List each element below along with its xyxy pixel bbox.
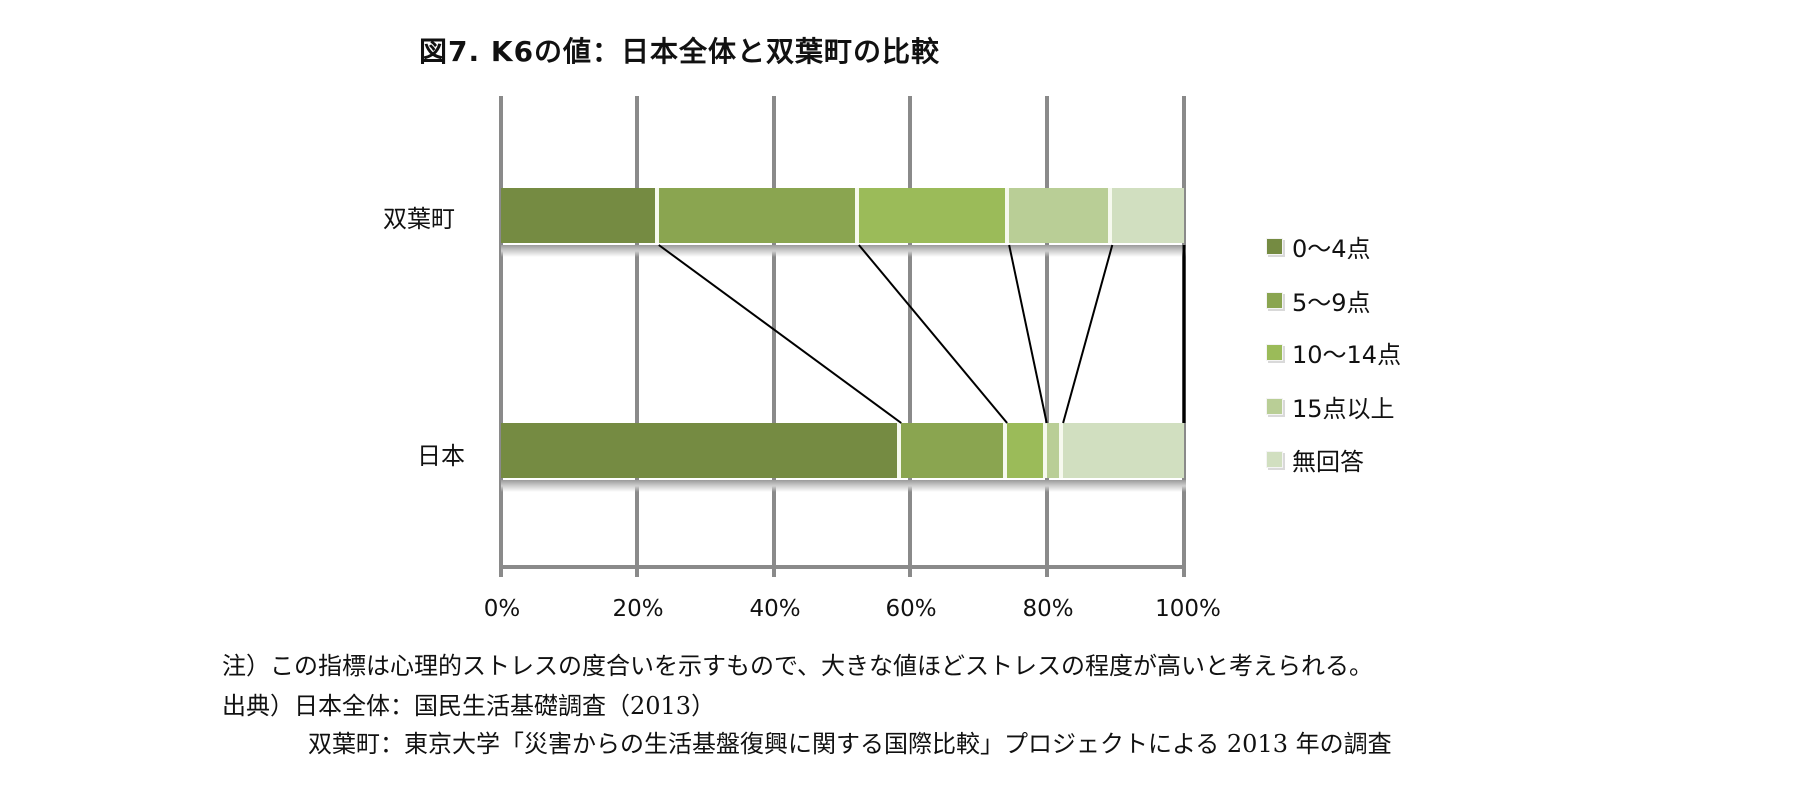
legend-label: 無回答: [1292, 447, 1364, 476]
bar-segment: [501, 423, 902, 478]
legend-swatch-icon: [1266, 450, 1283, 468]
series-line: [1062, 244, 1114, 424]
x-axis-tick: [1045, 565, 1049, 577]
source-line: 出典）日本全体：国民生活基礎調査（2013）: [222, 692, 716, 720]
bar-shadow: [501, 245, 1186, 257]
legend-swatch-icon: [1266, 237, 1283, 255]
legend-item: 15点以上: [1266, 386, 1395, 426]
source-line: 双葉町：東京大学「災害からの生活基盤復興に関する国際比較」プロジェクトによる 2…: [308, 730, 1392, 758]
x-axis-tick: [635, 565, 639, 577]
x-tick-label: 60%: [885, 596, 937, 622]
gridline-40: [772, 96, 776, 568]
bar-segment: [1046, 423, 1064, 478]
bar-segment: [1112, 188, 1184, 243]
series-line: [1008, 244, 1048, 424]
bar-segment: [901, 423, 1008, 478]
gridline-0: [499, 96, 503, 568]
legend-label: 5〜9点: [1292, 288, 1371, 317]
x-axis-tick: [908, 565, 912, 577]
legend-swatch-icon: [1266, 343, 1283, 361]
category-label-futaba: 双葉町: [383, 205, 455, 233]
category-label-japan: 日本: [417, 442, 465, 470]
legend-label: 10〜14点: [1292, 340, 1402, 369]
legend-item: 10〜14点: [1266, 332, 1401, 372]
legend-label: 0〜4点: [1292, 234, 1371, 263]
gridline-80: [1045, 96, 1049, 568]
gridline-100: [1182, 96, 1186, 568]
legend-item: 5〜9点: [1266, 280, 1371, 320]
legend-item: 0〜4点: [1266, 226, 1371, 266]
x-axis-line: [501, 565, 1186, 569]
bar-shadow: [501, 480, 1186, 492]
gridline-20: [635, 96, 639, 568]
series-line: [658, 244, 902, 424]
series-line: [858, 244, 1008, 424]
x-tick-label: 0%: [483, 596, 521, 622]
legend-label: 15点以上: [1292, 394, 1395, 423]
legend-item: 無回答: [1266, 439, 1364, 479]
x-axis-tick: [499, 565, 503, 577]
x-axis-tick: [1182, 565, 1186, 577]
x-tick-label: 80%: [1022, 596, 1074, 622]
x-tick-label: 40%: [749, 596, 801, 622]
bar-segment: [658, 188, 859, 243]
bar-futaba: [501, 188, 1184, 243]
bar-japan: [501, 423, 1184, 478]
bar-segment: [1009, 188, 1113, 243]
note-line: 注）この指標は心理的ストレスの度合いを示すもので、大きな値ほどストレスの程度が高…: [222, 652, 1374, 680]
gridline-60: [908, 96, 912, 568]
legend-swatch-icon: [1266, 397, 1283, 415]
bar-segment: [1007, 423, 1047, 478]
x-axis-tick: [772, 565, 776, 577]
chart-title: 図7. K6の値：日本全体と双葉町の比較: [419, 35, 941, 68]
x-tick-label: 100%: [1155, 596, 1221, 622]
bar-segment: [1063, 423, 1184, 478]
bar-segment: [501, 188, 659, 243]
x-tick-label: 20%: [612, 596, 664, 622]
legend-swatch-icon: [1266, 291, 1283, 309]
bar-segment: [858, 188, 1010, 243]
